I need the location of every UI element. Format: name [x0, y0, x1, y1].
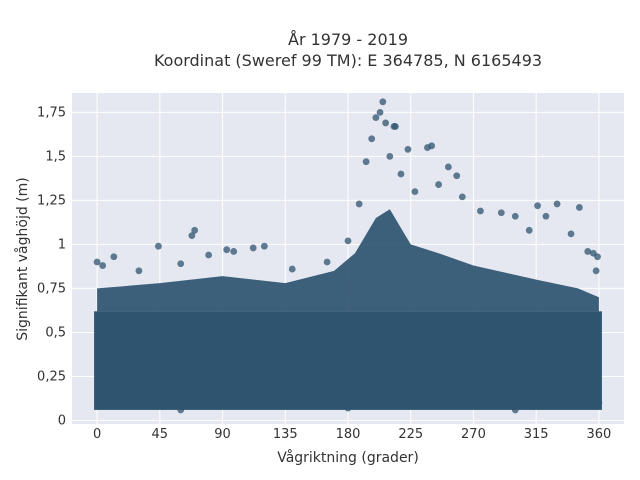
- data-point: [575, 204, 583, 211]
- y-tick-label: 1,5: [45, 149, 66, 164]
- data-point: [223, 246, 231, 254]
- data-point: [594, 253, 601, 261]
- data-point: [155, 242, 162, 250]
- y-tick-label: 0,5: [45, 325, 66, 340]
- data-point: [567, 230, 575, 238]
- data-point: [376, 108, 384, 116]
- y-tick-label: 0: [58, 413, 66, 428]
- dense-point-cloud: [94, 311, 602, 410]
- data-point: [386, 152, 394, 160]
- y-tick-label: 0,75: [37, 281, 66, 296]
- data-point: [428, 142, 436, 150]
- x-tick-label: 45: [152, 427, 169, 442]
- x-tick-label: 270: [461, 427, 486, 442]
- chart-title-line1: År 1979 - 2019: [288, 30, 408, 49]
- data-point: [497, 209, 505, 217]
- data-point: [477, 207, 484, 215]
- data-point: [205, 251, 213, 259]
- data-point: [542, 212, 550, 220]
- data-point: [362, 158, 370, 166]
- data-point: [230, 248, 238, 255]
- data-point: [260, 242, 268, 250]
- data-point: [249, 244, 257, 252]
- x-tick-label: 360: [586, 427, 611, 442]
- data-point: [382, 119, 390, 127]
- data-point: [511, 406, 519, 414]
- y-tick-label: 1: [58, 237, 66, 252]
- data-point: [553, 200, 561, 208]
- data-point: [595, 399, 603, 407]
- data-point: [592, 267, 600, 275]
- data-point: [404, 145, 412, 153]
- x-tick-label: 225: [398, 427, 423, 442]
- data-point: [534, 202, 541, 210]
- data-point: [368, 135, 376, 143]
- data-point: [344, 404, 352, 412]
- y-tick-label: 1,75: [37, 105, 66, 120]
- axis-ticks: 0 45 90 135 180 225 270 315 360 0 0,25 0,5 0,75 1 1,25…: [37, 105, 611, 442]
- data-point: [177, 406, 185, 414]
- x-tick-label: 315: [524, 427, 549, 442]
- data-point: [93, 258, 101, 266]
- data-point: [96, 399, 104, 407]
- x-axis-label: Vågriktning (grader): [277, 449, 419, 466]
- data-point: [525, 226, 533, 234]
- data-point: [372, 114, 380, 122]
- data-point: [191, 226, 199, 234]
- y-tick-label: 1,25: [37, 193, 66, 208]
- y-tick-label: 0,25: [37, 369, 66, 384]
- data-point: [411, 188, 419, 195]
- data-point: [177, 260, 185, 268]
- x-tick-label: 90: [214, 427, 231, 442]
- data-point: [435, 181, 443, 188]
- x-tick-label: 135: [273, 427, 298, 442]
- data-point: [584, 248, 592, 255]
- chart-title-line2: Koordinat (Sweref 99 TM): E 364785, N 61…: [154, 51, 542, 70]
- data-point: [511, 212, 519, 220]
- data-point: [99, 262, 107, 269]
- data-point: [391, 123, 399, 130]
- data-points: [93, 98, 603, 414]
- data-point: [453, 172, 461, 180]
- data-point: [458, 193, 466, 201]
- data-point: [188, 232, 196, 240]
- point-cloud-envelope: [97, 209, 599, 312]
- y-axis-label: Signifikant våghöjd (m): [14, 177, 31, 340]
- data-point: [397, 170, 405, 178]
- data-point: [323, 258, 331, 266]
- data-point: [444, 163, 452, 171]
- data-point: [288, 265, 296, 273]
- x-tick-label: 180: [336, 427, 361, 442]
- data-point: [379, 98, 387, 106]
- data-point: [355, 200, 363, 208]
- data-point: [110, 253, 118, 261]
- data-point: [135, 267, 143, 275]
- data-point: [344, 237, 352, 245]
- x-tick-label: 0: [93, 427, 101, 442]
